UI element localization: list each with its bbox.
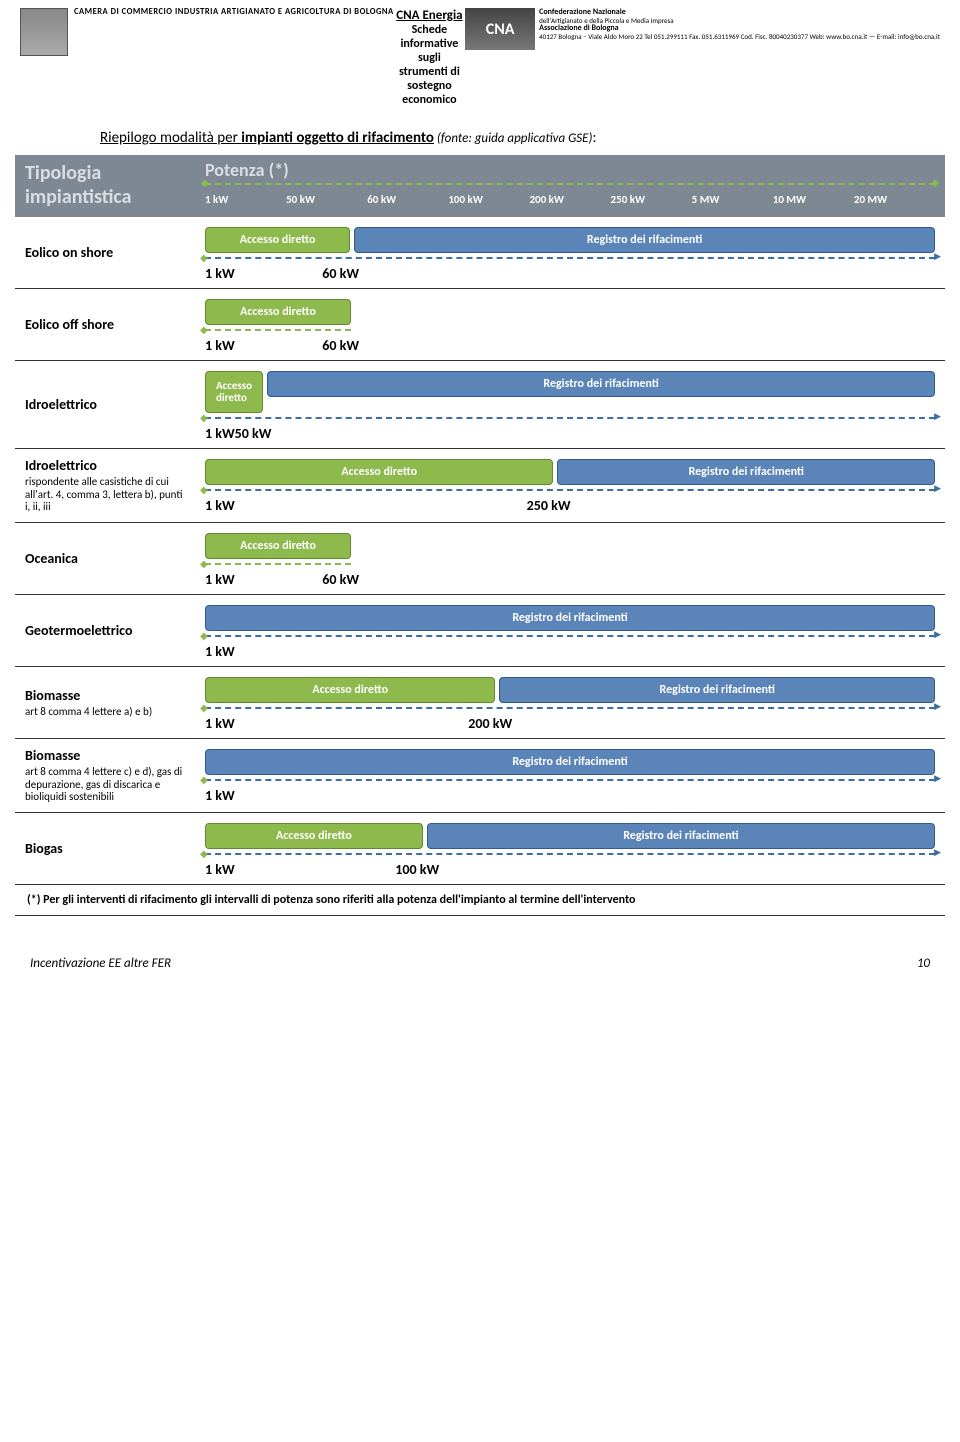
row-label: Biomasseart 8 comma 4 lettere c) e d), g… — [15, 739, 195, 812]
chart-footnote: (*) Per gli interventi di rifacimento gl… — [15, 885, 945, 916]
row-bars: Registro dei rifacimenti 1 kW — [195, 739, 945, 812]
row-axis-labels: 1 kW50 kW — [205, 425, 935, 442]
chart-row: IdroelettricoAccessodirettoRegistro dei … — [15, 361, 945, 449]
row-axis-labels: 1 kW — [205, 787, 935, 804]
chart-row: Biomasseart 8 comma 4 lettere a) e b)Acc… — [15, 667, 945, 739]
row-label: Idroelettrico — [15, 361, 195, 448]
section-title: Riepilogo modalità per impianti oggetto … — [0, 111, 960, 155]
row-bars: Accesso diretto 1 kW60 kW — [195, 523, 945, 594]
chart-header-row: Tipologia impiantistica Potenza (*) 1 kW… — [15, 155, 945, 217]
col-header-power: Potenza (*) 1 kW50 kW60 kW100 kW200 kW25… — [195, 155, 945, 217]
row-bars: Accesso diretto 1 kW60 kW — [195, 289, 945, 360]
row-axis — [205, 563, 351, 567]
bar-accesso-diretto: Accesso diretto — [205, 823, 423, 849]
chart-row: Biomasseart 8 comma 4 lettere c) e d), g… — [15, 739, 945, 813]
row-axis-labels: 1 kW60 kW — [205, 571, 935, 588]
col-header-type: Tipologia impiantistica — [15, 155, 195, 217]
row-axis — [205, 635, 935, 639]
row-axis-labels: 1 kW250 kW — [205, 497, 935, 514]
header-left: CAMERA DI COMMERCIO INDUSTRIA ARTIGIANAT… — [20, 8, 394, 56]
bar-accesso-diretto: Accessodiretto — [205, 371, 263, 413]
bar-accesso-diretto: Accesso diretto — [205, 299, 351, 325]
row-bars: Registro dei rifacimenti 1 kW — [195, 595, 945, 666]
doc-title: CNA Energia — [394, 8, 465, 23]
page-number: 10 — [917, 956, 930, 971]
row-label: Eolico on shore — [15, 217, 195, 288]
chart-row: Eolico off shore Accesso diretto 1 kW60 kW — [15, 289, 945, 361]
bar-accesso-diretto: Accesso diretto — [205, 533, 351, 559]
cna-logo: CNA — [465, 8, 535, 50]
row-axis — [205, 417, 935, 421]
bar-registro: Registro dei rifacimenti — [205, 605, 935, 631]
doc-subtitle: Schede informative sugli strumenti di so… — [394, 23, 465, 107]
axis-ticks: 1 kW50 kW60 kW100 kW200 kW250 kW5 MW10 M… — [205, 193, 935, 206]
chart-row: Idroelettricorispondente alle casistiche… — [15, 449, 945, 523]
chart-row: Oceanica Accesso diretto 1 kW60 kW — [15, 523, 945, 595]
bar-registro: Registro dei rifacimenti — [354, 227, 935, 253]
row-bars: AccessodirettoRegistro dei rifacimenti 1 … — [195, 361, 945, 448]
row-label: Oceanica — [15, 523, 195, 594]
row-label: Idroelettricorispondente alle casistiche… — [15, 449, 195, 522]
page-footer: Incentivazione EE altre FER 10 — [0, 916, 960, 981]
cciaa-logo — [20, 8, 68, 56]
bar-registro: Registro dei rifacimenti — [267, 371, 935, 397]
row-bars: Accesso direttoRegistro dei rifacimenti 1… — [195, 813, 945, 884]
chart-container: Tipologia impiantistica Potenza (*) 1 kW… — [15, 155, 945, 916]
row-bars: Accesso direttoRegistro dei rifacimenti 1… — [195, 217, 945, 288]
cna-text: Confederazione Nazionale dell'Artigianat… — [539, 8, 940, 41]
row-axis — [205, 489, 935, 493]
bar-registro: Registro dei rifacimenti — [557, 459, 935, 485]
header-center: CNA Energia Schede informative sugli str… — [394, 8, 465, 107]
row-axis-labels: 1 kW60 kW — [205, 265, 935, 282]
row-label: Eolico off shore — [15, 289, 195, 360]
row-axis — [205, 329, 351, 333]
bar-registro: Registro dei rifacimenti — [427, 823, 935, 849]
row-bars: Accesso direttoRegistro dei rifacimenti 1… — [195, 667, 945, 738]
cciaa-text: CAMERA DI COMMERCIO INDUSTRIA ARTIGIANAT… — [74, 8, 394, 17]
row-axis — [205, 257, 935, 261]
header-right: CNA Confederazione Nazionale dell'Artigi… — [465, 8, 940, 50]
chart-row: Eolico on shoreAccesso direttoRegistro d… — [15, 217, 945, 289]
row-label: Biomasseart 8 comma 4 lettere a) e b) — [15, 667, 195, 738]
header-axis — [205, 183, 935, 193]
row-axis — [205, 853, 935, 857]
row-label: Geotermoelettrico — [15, 595, 195, 666]
row-axis-labels: 1 kW — [205, 643, 935, 660]
chart-row: GeotermoelettricoRegistro dei rifaciment… — [15, 595, 945, 667]
row-label: Biogas — [15, 813, 195, 884]
footer-left: Incentivazione EE altre FER — [30, 956, 171, 971]
bar-registro: Registro dei rifacimenti — [205, 749, 935, 775]
chart-row: BiogasAccesso direttoRegistro dei rifaci… — [15, 813, 945, 885]
page-header: CAMERA DI COMMERCIO INDUSTRIA ARTIGIANAT… — [0, 0, 960, 111]
bar-accesso-diretto: Accesso diretto — [205, 459, 553, 485]
row-bars: Accesso direttoRegistro dei rifacimenti 1… — [195, 449, 945, 522]
bar-accesso-diretto: Accesso diretto — [205, 677, 495, 703]
bar-registro: Registro dei rifacimenti — [499, 677, 935, 703]
row-axis — [205, 779, 935, 783]
row-axis — [205, 707, 935, 711]
row-axis-labels: 1 kW60 kW — [205, 337, 935, 354]
row-axis-labels: 1 kW200 kW — [205, 715, 935, 732]
row-axis-labels: 1 kW100 kW — [205, 861, 935, 878]
bar-accesso-diretto: Accesso diretto — [205, 227, 350, 253]
